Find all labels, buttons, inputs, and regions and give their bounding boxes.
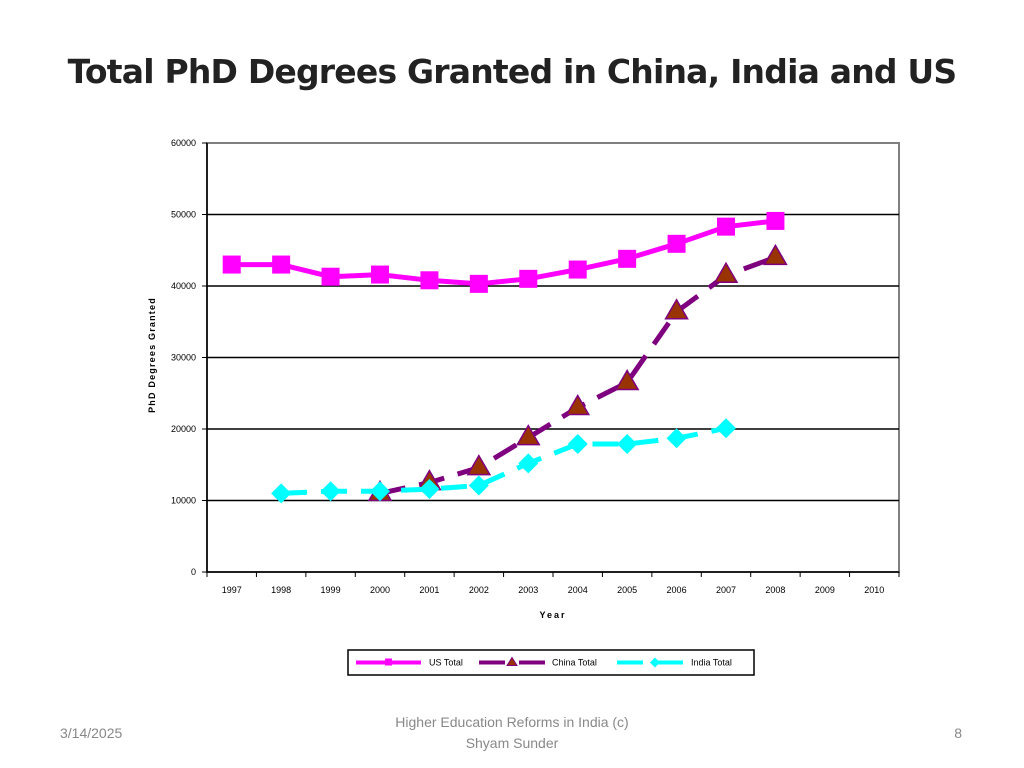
legend-marker-china-total: [506, 656, 518, 666]
legend-marker-india-total: [650, 657, 660, 668]
legend-marker-us-total: [385, 658, 392, 666]
data-point-us-total-1999: [321, 267, 340, 286]
y-tick-label-30000: 30000: [171, 353, 196, 363]
data-point-us-total-1998: [272, 255, 291, 274]
data-point-us-total-2008: [766, 211, 785, 230]
footer-center-line2: Shyam Sunder: [465, 735, 559, 751]
data-point-china-total-2008: [763, 243, 788, 266]
data-point-china-total-2007: [713, 261, 739, 284]
slide-title: Total PhD Degrees Granted in China, Indi…: [67, 52, 958, 91]
legend-label-india-total: India Total: [691, 658, 732, 668]
y-tick-label-20000: 20000: [171, 424, 196, 434]
x-tick-label-2006: 2006: [667, 585, 687, 595]
y-tick-label-40000: 40000: [171, 281, 196, 291]
data-point-us-total-2004: [568, 260, 587, 279]
x-tick-label-2010: 2010: [864, 585, 884, 595]
x-tick-label-2005: 2005: [617, 585, 637, 595]
x-tick-label-2008: 2008: [765, 585, 785, 595]
legend-label-us-total: US Total: [429, 658, 463, 668]
phd-line-chart: 0 10000 20000 30000 40000 50000 60000 1997 1998 1…: [147, 138, 900, 676]
data-point-china-total-2005: [614, 369, 640, 391]
x-tick-label-2002: 2002: [469, 585, 489, 595]
series-line-india-total: [280, 425, 727, 496]
x-tick-label-1999: 1999: [321, 585, 341, 595]
data-point-us-total-1997: [222, 255, 241, 274]
x-tick-label-1997: 1997: [222, 585, 242, 595]
data-point-us-total-2007: [717, 217, 735, 236]
data-point-india-total-2001: [419, 479, 440, 500]
data-point-india-total-1998: [271, 483, 292, 504]
y-axis-title: PhD Degrees Granted: [147, 297, 157, 413]
x-tick-label-2009: 2009: [815, 585, 835, 595]
data-point-us-total-2002: [469, 274, 488, 293]
y-tick-label-60000: 60000: [171, 138, 196, 148]
data-point-us-total-2005: [618, 249, 637, 268]
y-tick-label-50000: 50000: [171, 210, 196, 220]
x-tick-label-2007: 2007: [716, 585, 736, 595]
series-india-total: [271, 418, 736, 504]
data-point-us-total-2006: [667, 234, 686, 253]
x-tick-label-2004: 2004: [568, 585, 588, 595]
page-number: 8: [954, 725, 962, 741]
data-point-india-total-2002: [468, 475, 489, 496]
data-point-us-total-2003: [519, 269, 538, 288]
data-point-india-total-2004: [567, 434, 588, 455]
footer-date: 3/14/2025: [60, 725, 123, 741]
x-tick-label-1998: 1998: [271, 585, 291, 595]
series-us-total: [222, 211, 785, 293]
data-point-india-total-2000: [370, 481, 390, 502]
data-point-china-total-2003: [515, 424, 541, 446]
data-point-us-total-2001: [420, 271, 439, 290]
y-tick-label-0: 0: [191, 567, 196, 577]
y-tick-label-10000: 10000: [171, 496, 196, 506]
data-point-india-total-1999: [320, 481, 341, 502]
data-point-india-total-2003: [518, 453, 539, 474]
footer-center: Higher Education Reforms in India (c) Sh…: [362, 712, 662, 754]
data-point-us-total-2000: [371, 265, 389, 284]
data-point-india-total-2005: [617, 434, 638, 455]
data-point-china-total-2002: [466, 454, 492, 476]
footer-center-line1: Higher Education Reforms in India (c): [395, 714, 629, 730]
legend: US Total China Total India Total: [347, 649, 755, 676]
series-line-us-total: [231, 218, 776, 287]
data-point-china-total-2004: [565, 394, 591, 416]
x-tick-label-2000: 2000: [370, 585, 390, 595]
x-tick-label-2001: 2001: [419, 585, 439, 595]
legend-label-china-total: China Total: [552, 658, 597, 668]
series-line-china-total: [379, 255, 777, 496]
data-point-india-total-2006: [666, 428, 687, 449]
x-axis-title: Year: [539, 610, 566, 620]
x-tick-label-2003: 2003: [518, 585, 538, 595]
data-point-china-total-2006: [664, 298, 689, 320]
data-point-india-total-2007: [716, 418, 736, 439]
